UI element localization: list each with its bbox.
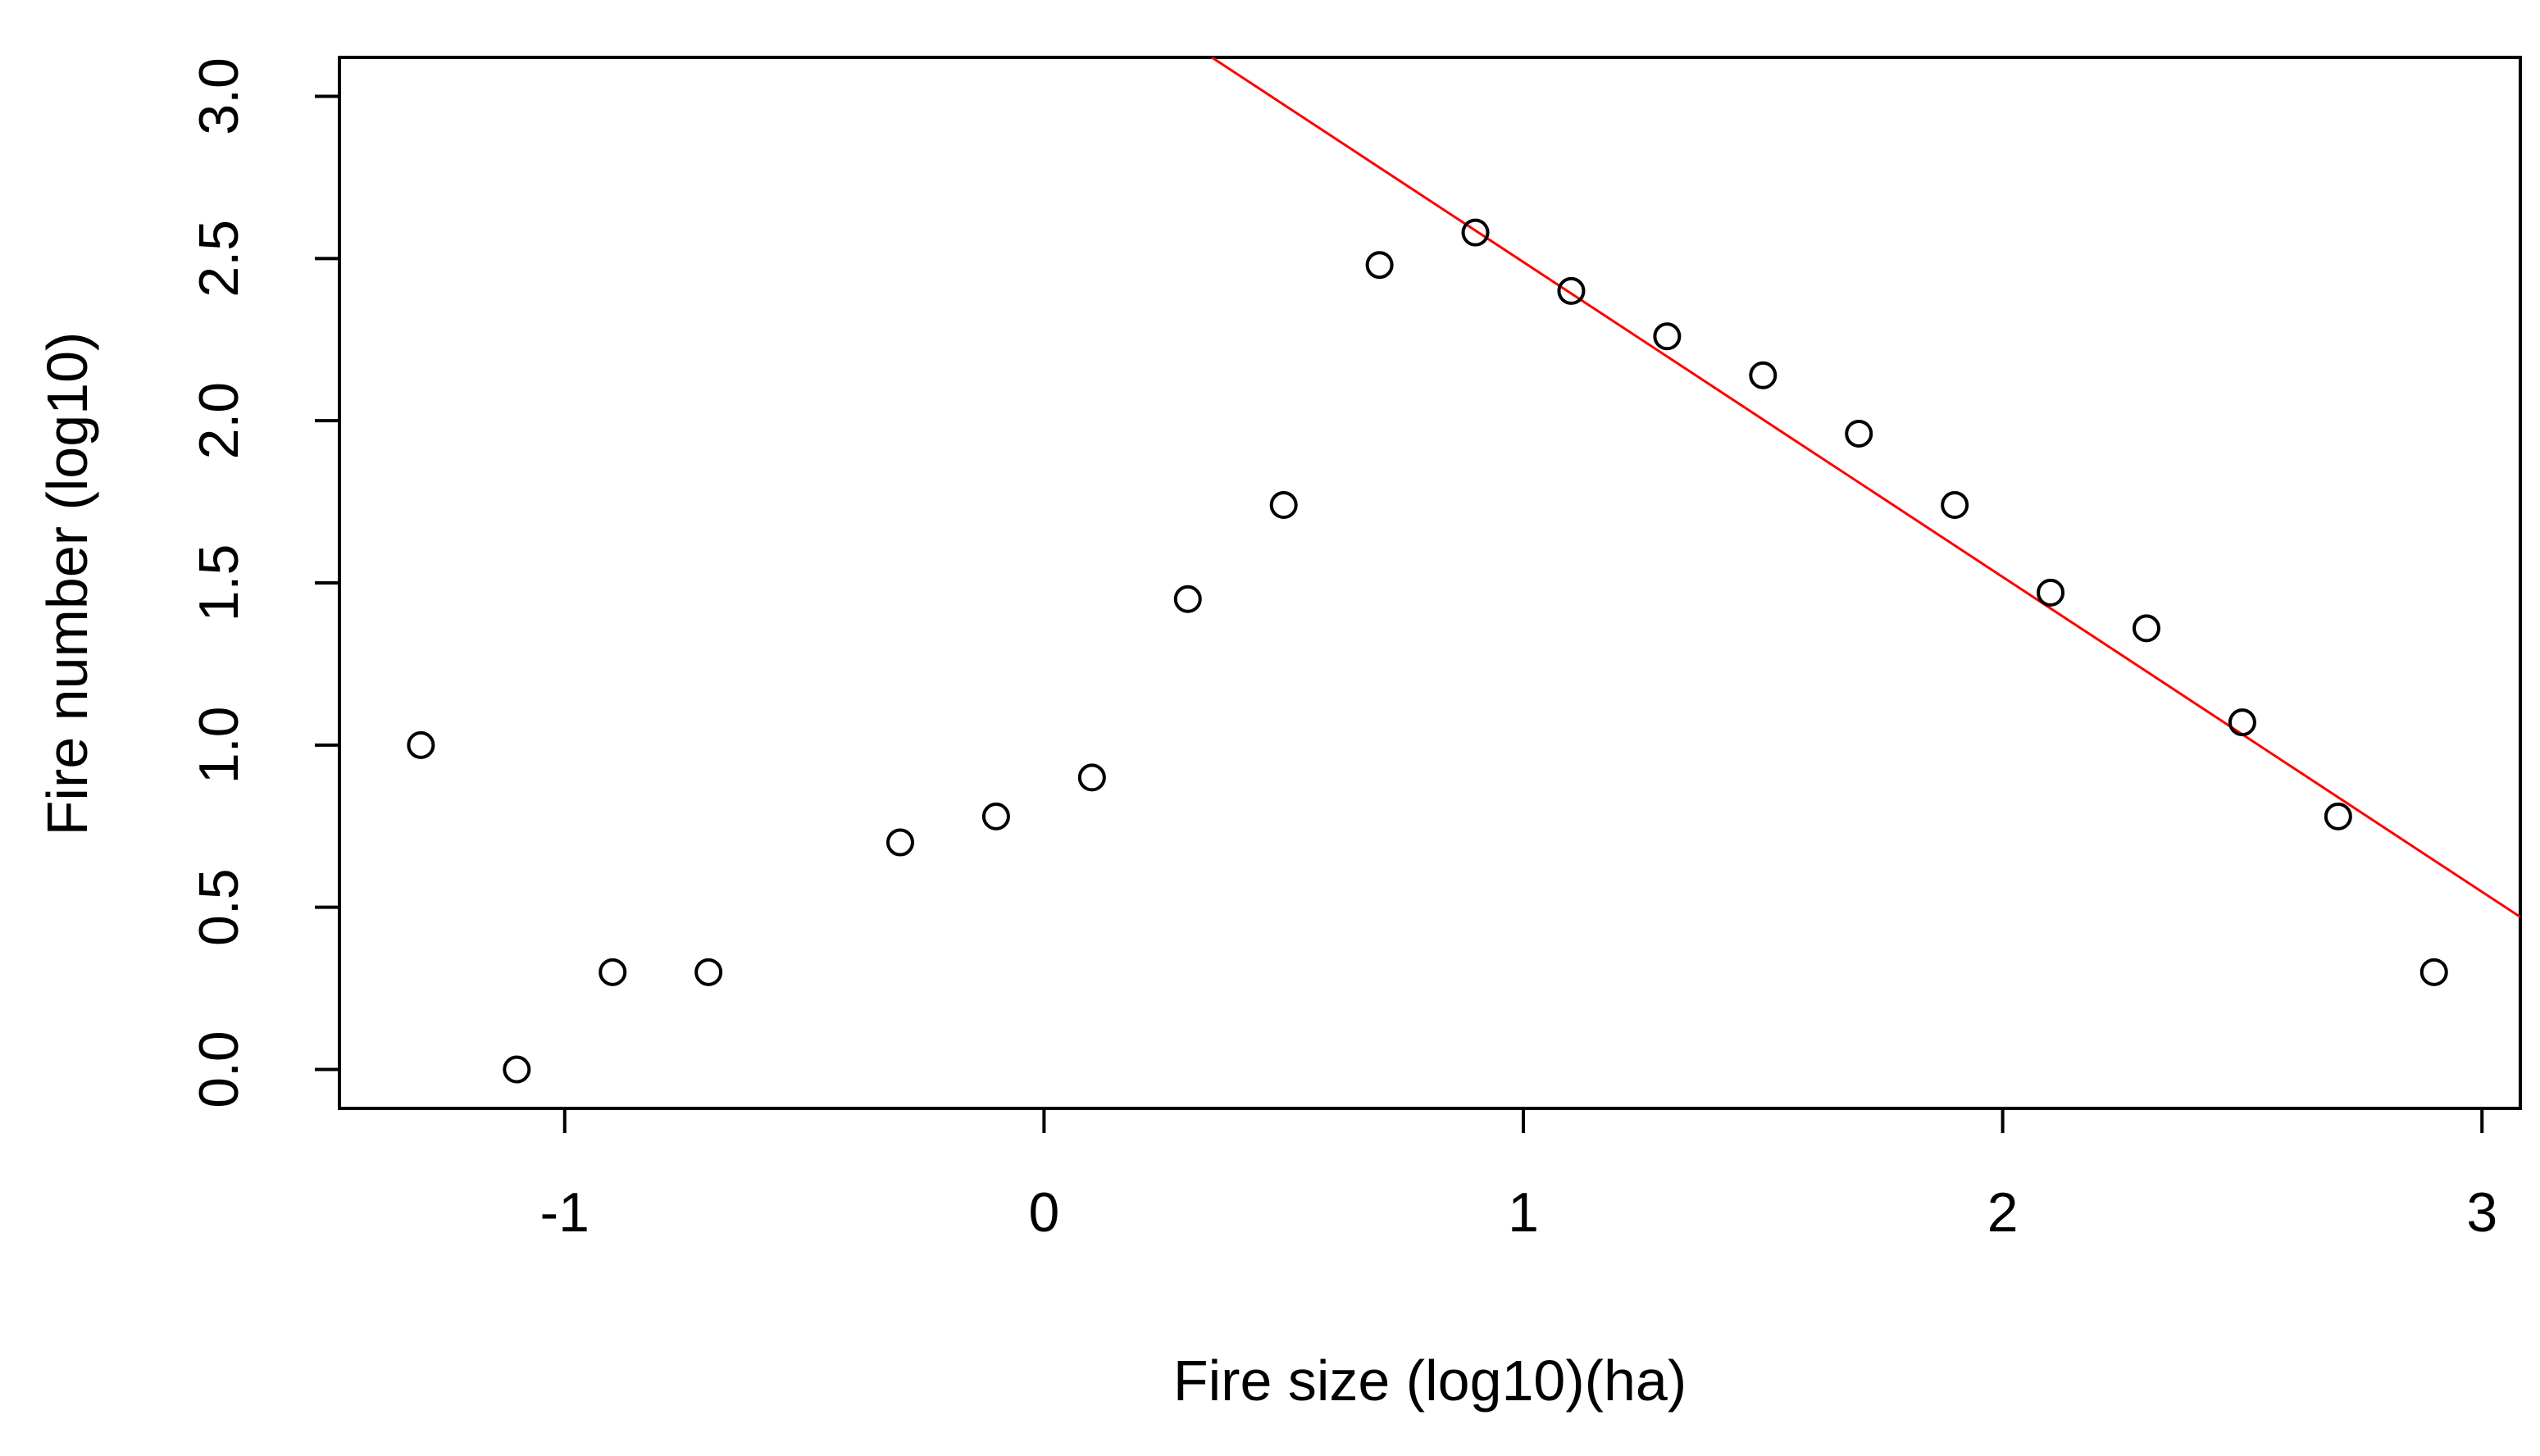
plot-frame bbox=[338, 56, 2522, 1110]
data-point bbox=[2419, 958, 2448, 986]
x-tick-label: 1 bbox=[1508, 1181, 1539, 1244]
data-point bbox=[1749, 361, 1778, 389]
data-point bbox=[1653, 322, 1682, 351]
fit-line bbox=[1211, 57, 2520, 918]
data-point bbox=[1845, 419, 1873, 448]
data-point bbox=[1077, 763, 1106, 792]
y-tick-label: 2.0 bbox=[188, 382, 250, 460]
y-tick-label: 2.5 bbox=[188, 220, 250, 298]
data-point bbox=[1461, 218, 1490, 247]
y-tick-label: 1.0 bbox=[188, 707, 250, 785]
data-point bbox=[2228, 708, 2256, 737]
x-axis-title: Fire size (log10)(ha) bbox=[1173, 1349, 1687, 1413]
data-point bbox=[981, 802, 1010, 830]
data-point bbox=[2037, 578, 2065, 607]
x-tick-label: 3 bbox=[2466, 1181, 2497, 1244]
y-tick-label: 0.5 bbox=[188, 868, 250, 946]
data-point bbox=[1365, 251, 1394, 280]
y-tick-label: 3.0 bbox=[188, 57, 250, 135]
data-point bbox=[694, 958, 723, 986]
y-axis: 0.0 0.5 1.0 1.5 2.0 2.5 3.0 bbox=[188, 57, 341, 1108]
x-tick-label: -1 bbox=[540, 1181, 589, 1244]
data-point bbox=[1941, 491, 1969, 520]
data-point bbox=[886, 828, 914, 857]
data-point bbox=[2324, 802, 2352, 830]
fit-line-layer bbox=[1211, 57, 2520, 918]
data-point bbox=[407, 730, 435, 759]
data-point bbox=[1269, 491, 1298, 520]
y-tick-label: 0.0 bbox=[188, 1031, 250, 1108]
data-points bbox=[407, 218, 2448, 1084]
data-point bbox=[2133, 614, 2160, 643]
x-axis: -1 0 1 2 3 bbox=[540, 1107, 2497, 1244]
data-point bbox=[1173, 585, 1202, 613]
x-tick-label: 0 bbox=[1028, 1181, 1059, 1244]
data-point bbox=[503, 1055, 531, 1084]
data-point bbox=[599, 958, 627, 986]
y-axis-title: Fire number (log10) bbox=[35, 332, 99, 836]
data-point bbox=[1557, 276, 1586, 305]
y-tick-label: 1.5 bbox=[188, 544, 250, 622]
x-tick-label: 2 bbox=[1987, 1181, 2019, 1244]
